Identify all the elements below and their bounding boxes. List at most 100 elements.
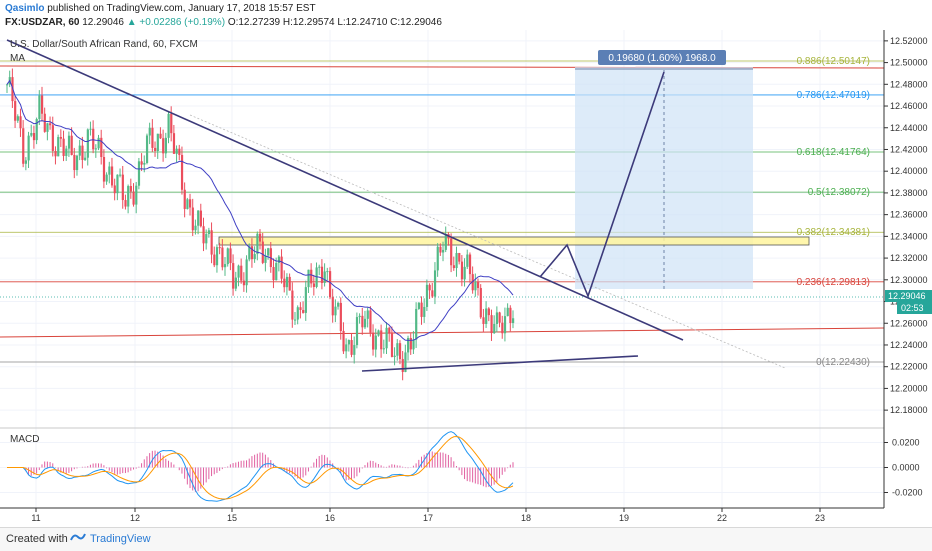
y-tick-label: 12.32000 <box>890 253 928 263</box>
candle-body <box>140 161 143 165</box>
candle-body <box>135 185 138 205</box>
chart[interactable]: 0.886(12.50147) 0.786(12.47019) 0.618(12.4… <box>0 0 932 527</box>
candle-body <box>148 127 151 136</box>
candle-body <box>156 133 159 151</box>
price-axis[interactable] <box>884 30 932 527</box>
brand-link[interactable]: TradingView <box>90 533 151 545</box>
candle-body <box>304 287 307 313</box>
y-tick-label: 12.48000 <box>890 79 928 89</box>
candle-body <box>334 306 337 316</box>
candle-body <box>97 137 100 149</box>
candle-body <box>248 246 251 260</box>
candle-body <box>458 253 461 262</box>
candle-body <box>40 95 44 114</box>
candle-body <box>388 327 391 334</box>
candle-body <box>293 319 297 321</box>
publish-info: Qasimlo published on TradingView.com, Ja… <box>5 3 316 14</box>
candle-body <box>6 84 9 86</box>
candle-body <box>94 148 98 150</box>
candle-body <box>444 234 447 250</box>
candle-body <box>363 318 367 328</box>
candle-body <box>245 259 248 286</box>
candle-body <box>202 226 205 244</box>
candle-body <box>27 135 30 161</box>
y-tick-label: 12.26000 <box>890 318 928 328</box>
candle-body <box>218 247 221 249</box>
candle-body <box>102 157 106 182</box>
candle-body <box>396 343 399 356</box>
macd-signal-line <box>7 435 514 500</box>
candle-body <box>312 283 316 287</box>
candle-body <box>151 127 154 148</box>
y-tick-label: 12.34000 <box>890 231 928 241</box>
candle-body <box>398 343 402 360</box>
candle-body <box>108 166 111 175</box>
x-tick-label: 22 <box>717 513 727 523</box>
candle-body <box>253 254 256 260</box>
candle-body <box>62 138 65 156</box>
svg-text:0.19680 (1.60%) 1968.0: 0.19680 (1.60%) 1968.0 <box>608 53 716 64</box>
candle-body <box>377 330 380 336</box>
candle-body <box>237 265 240 278</box>
candle-body <box>194 225 197 231</box>
candle-body <box>382 348 386 350</box>
candle-body <box>436 246 439 271</box>
candle-body <box>183 189 186 209</box>
candle-body <box>490 315 493 334</box>
candle-body <box>113 185 116 194</box>
candle-body <box>172 133 176 154</box>
fib-level-label: 0.886(12.50147) <box>797 56 870 67</box>
candle-body <box>167 113 170 138</box>
candle-body <box>374 335 377 350</box>
candle-body <box>129 186 133 192</box>
descending-trendline <box>6 39 684 341</box>
candle-body <box>323 271 326 283</box>
y-tick-label: 12.36000 <box>890 210 928 220</box>
macd-tick-label: 0.0200 <box>892 438 920 448</box>
candle-body <box>65 148 68 156</box>
candle-body <box>503 316 507 334</box>
author-name[interactable]: Qasimlo <box>5 3 45 14</box>
candle-body <box>479 288 482 318</box>
candle-body <box>493 323 496 334</box>
candle-body <box>105 174 108 182</box>
candle-body <box>213 254 216 266</box>
candle-body <box>401 359 404 372</box>
candle-body <box>261 241 264 263</box>
candle-body <box>197 210 200 226</box>
candle-body <box>240 265 243 281</box>
candle-body <box>296 307 299 320</box>
candle-body <box>347 340 351 345</box>
x-tick-label: 15 <box>227 513 237 523</box>
candle-body <box>474 281 477 291</box>
candle-body <box>22 128 25 164</box>
candle-body <box>116 174 119 194</box>
candle-body <box>331 297 334 316</box>
projection-path <box>539 71 665 299</box>
candle-body <box>299 307 302 310</box>
candle-body <box>404 352 407 372</box>
y-tick-label: 12.22000 <box>890 362 928 372</box>
candle-body <box>452 265 455 269</box>
candle-body <box>460 261 464 280</box>
candle-body <box>242 280 246 286</box>
candle-body <box>482 317 485 324</box>
y-tick-label: 12.40000 <box>890 166 928 176</box>
candle-body <box>191 207 194 231</box>
candle-body <box>154 147 157 151</box>
candle-body <box>162 138 165 154</box>
fib-level-label: 0.382(12.34381) <box>797 227 870 238</box>
candle-body <box>221 247 224 268</box>
x-tick-label: 18 <box>521 513 531 523</box>
candle-body <box>199 210 202 227</box>
y-tick-label: 12.52000 <box>890 36 928 46</box>
candle-body <box>477 281 480 289</box>
candle-body <box>57 137 60 157</box>
candle-body <box>412 339 415 350</box>
candle-body <box>24 160 28 164</box>
candle-body <box>420 302 423 317</box>
candle-body <box>32 133 36 141</box>
candle-body <box>283 278 286 288</box>
candle-body <box>428 284 431 291</box>
time-axis[interactable]: 11 12 15 16 17 18 19 22 23 <box>31 508 825 523</box>
